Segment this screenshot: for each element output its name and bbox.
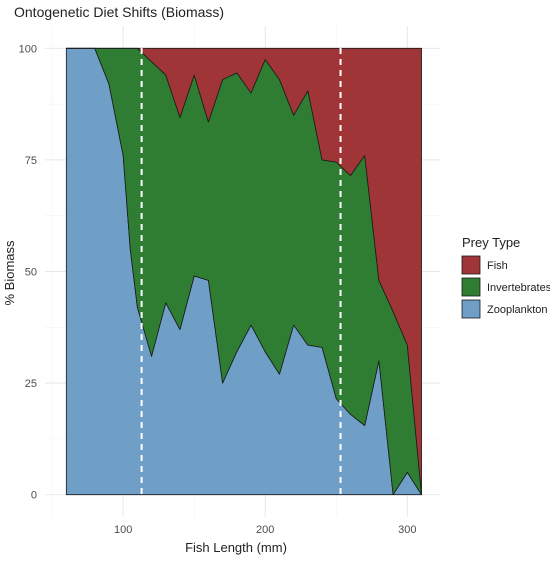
legend-label-invertebrates: Invertebrates [487, 282, 550, 294]
y-tick-label: 50 [25, 267, 37, 279]
legend-title: Prey Type [462, 235, 520, 250]
legend-items: Fish Invertebrates Zooplankton [461, 255, 550, 319]
x-tick-label: 200 [256, 524, 274, 536]
y-tick-label: 0 [31, 490, 37, 502]
legend: Prey Type Fish Invertebrates Zooplankton [461, 235, 550, 319]
y-tick-label: 25 [25, 378, 37, 390]
chart-title: Ontogenetic Diet Shifts (Biomass) [14, 4, 224, 20]
legend-label-fish: Fish [487, 260, 508, 272]
reference-lines [140, 26, 342, 517]
axis-ticks: 0 25 50 75 100 100 200 300 [19, 43, 417, 536]
y-tick-label: 75 [25, 155, 37, 167]
area-fish [65, 47, 422, 496]
y-tick-label: 100 [19, 43, 37, 55]
legend-swatch-zooplankton [461, 299, 481, 319]
legend-swatch-invertebrates [461, 277, 481, 297]
y-axis-label: % Biomass [2, 240, 17, 306]
legend-label-zooplankton: Zooplankton [487, 304, 548, 316]
legend-swatch-fish [461, 255, 481, 275]
stacked-areas [65, 47, 422, 496]
x-tick-label: 300 [398, 524, 416, 536]
x-tick-label: 100 [114, 524, 132, 536]
x-axis-label: Fish Length (mm) [185, 540, 287, 555]
